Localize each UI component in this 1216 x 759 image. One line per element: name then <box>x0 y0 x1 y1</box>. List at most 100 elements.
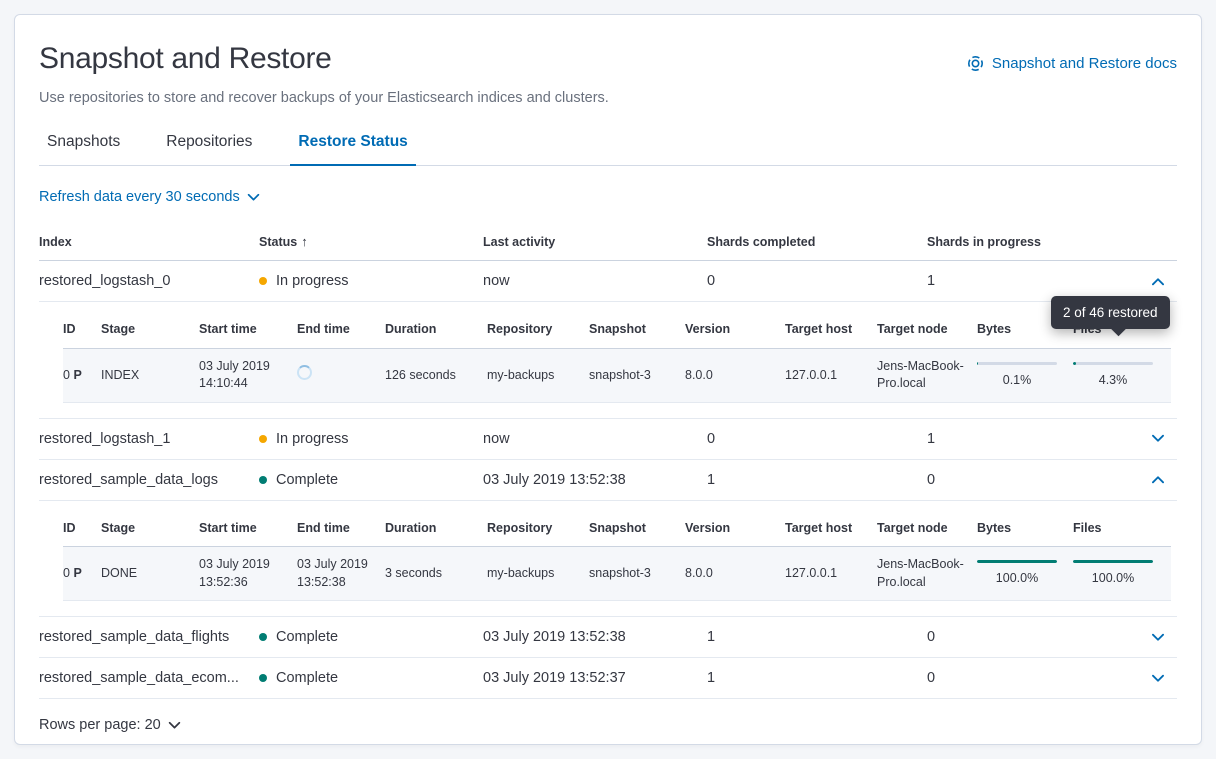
column-header-index: Index <box>39 234 72 249</box>
status-dot <box>259 674 267 683</box>
shard-target-node: Jens-MacBook-Pro.local <box>877 358 964 391</box>
table-row: restored_sample_data_logs Complete 03 Ju… <box>39 460 1177 501</box>
page-title: Snapshot and Restore <box>39 42 332 75</box>
column-header-shards-in-progress: Shards in progress <box>927 234 1041 249</box>
shard-col-duration: Duration <box>385 520 437 535</box>
shards-completed: 1 <box>707 629 716 646</box>
shard-col-end-time: End time <box>297 322 350 337</box>
shard-col-bytes: Bytes <box>977 520 1012 535</box>
rows-per-page-button[interactable]: Rows per page: 20 <box>39 717 181 733</box>
chevron-down-icon <box>168 721 181 730</box>
docs-link[interactable]: Snapshot and Restore docs <box>967 55 1177 72</box>
column-header-last-activity: Last activity <box>483 234 556 249</box>
status-label: In progress <box>276 273 349 290</box>
last-activity: 03 July 2019 13:52:38 <box>483 629 626 646</box>
shard-table-header: ID Stage Start time End time Duration Re… <box>63 316 1171 349</box>
progress-bar-track <box>977 361 1057 365</box>
shards-completed: 1 <box>707 471 716 488</box>
shard-col-target-node: Target node <box>877 322 948 337</box>
shard-repository: my-backups <box>487 566 555 581</box>
expand-row-button[interactable] <box>1145 665 1171 691</box>
shards-in-progress: 1 <box>927 430 936 447</box>
tab-repositories[interactable]: Repositories <box>166 133 253 151</box>
last-activity: now <box>483 273 510 290</box>
status-dot <box>259 633 267 642</box>
progress-bar-fill <box>1073 361 1077 365</box>
shard-col-bytes: Bytes <box>977 322 1012 337</box>
status-label: Complete <box>276 670 339 687</box>
shard-col-repository: Repository <box>487 520 553 535</box>
life-ring-icon <box>967 55 984 72</box>
shard-col-target-host: Target host <box>785 322 853 337</box>
shards-in-progress: 0 <box>927 629 936 646</box>
shard-id-value: 0 <box>63 367 70 382</box>
last-activity: 03 July 2019 13:52:37 <box>483 670 626 687</box>
table-row: restored_logstash_0 In progress now 0 1 <box>39 261 1177 303</box>
shard-duration: 126 seconds <box>385 367 456 382</box>
refresh-interval-label: Refresh data every 30 seconds <box>39 189 240 206</box>
shard-col-snapshot: Snapshot <box>589 520 646 535</box>
chevron-down-icon <box>1151 674 1165 683</box>
chevron-up-icon <box>1151 277 1165 286</box>
chevron-up-icon <box>1151 475 1165 484</box>
tab-restore-status[interactable]: Restore Status <box>290 133 416 167</box>
index-name: restored_sample_data_flights <box>39 629 230 646</box>
table-header: Index Status ↑ Last activity Shards compl… <box>39 225 1177 262</box>
table-row: restored_sample_data_flights Complete 03… <box>39 617 1177 659</box>
shard-col-snapshot: Snapshot <box>589 322 646 337</box>
files-progress: 100.0% <box>1073 560 1171 588</box>
shard-col-stage: Stage <box>101 322 136 337</box>
primary-shard-badge: P <box>73 566 82 581</box>
files-percent-label: 4.3% <box>1098 372 1128 387</box>
shard-col-id: ID <box>63 322 76 337</box>
last-activity: now <box>483 430 510 447</box>
loading-spinner-icon <box>297 365 312 381</box>
expand-row-button[interactable] <box>1145 426 1171 452</box>
shards-completed: 0 <box>707 430 716 447</box>
shard-stage: DONE <box>101 566 138 581</box>
shard-detail-row: 0 P INDEX 03 July 2019 14:10:44 126 seco… <box>63 348 1171 403</box>
shard-target-host: 127.0.0.1 <box>785 367 838 382</box>
shard-start-time: 03 July 2019 13:52:36 <box>199 557 270 589</box>
shard-col-target-node: Target node <box>877 520 948 535</box>
status-dot <box>259 475 267 484</box>
shard-col-repository: Repository <box>487 322 553 337</box>
shard-id: 0 P <box>63 565 101 583</box>
shard-end-time: 03 July 2019 13:52:38 <box>297 557 368 589</box>
chevron-down-icon <box>247 193 260 202</box>
files-progress: 4.3% <box>1073 361 1171 390</box>
files-percent-label: 100.0% <box>1091 571 1135 586</box>
page-header: Snapshot and Restore Snapshot and Restor… <box>39 41 1177 77</box>
tab-snapshots[interactable]: Snapshots <box>47 133 121 151</box>
status-dot <box>259 434 267 443</box>
shard-version: 8.0.0 <box>685 367 713 382</box>
progress-bar-fill <box>1073 560 1153 564</box>
shard-col-start-time: Start time <box>199 520 257 535</box>
shard-target-host: 127.0.0.1 <box>785 566 838 581</box>
tooltip-text: 2 of 46 restored <box>1063 305 1158 321</box>
chevron-down-icon <box>1151 633 1165 642</box>
status-cell: In progress <box>259 273 483 289</box>
collapse-row-button[interactable] <box>1145 268 1171 294</box>
status-dot <box>259 277 267 286</box>
page-subtitle: Use repositories to store and recover ba… <box>39 90 609 106</box>
status-cell: Complete <box>259 670 483 686</box>
column-header-status[interactable]: Status ↑ <box>259 234 483 249</box>
shard-table-header: ID Stage Start time End time Duration Re… <box>63 515 1171 548</box>
shard-col-version: Version <box>685 520 731 535</box>
expand-row-button[interactable] <box>1145 624 1171 650</box>
table-row: restored_logstash_1 In progress now 0 1 <box>39 419 1177 460</box>
restore-progress-tooltip: 2 of 46 restored <box>1051 296 1170 337</box>
status-label: Complete <box>276 471 339 488</box>
table-row: restored_sample_data_ecom... Complete 03… <box>39 658 1177 700</box>
index-name: restored_logstash_1 <box>39 430 171 447</box>
shards-in-progress: 0 <box>927 471 936 488</box>
shard-id: 0 P <box>63 367 101 385</box>
shard-col-stage: Stage <box>101 520 136 535</box>
collapse-row-button[interactable] <box>1145 467 1171 493</box>
tab-bar: Snapshots Repositories Restore Status <box>39 133 1177 167</box>
refresh-interval-button[interactable]: Refresh data every 30 seconds <box>39 189 260 205</box>
bytes-progress: 0.1% <box>977 361 1073 390</box>
shard-col-target-host: Target host <box>785 520 853 535</box>
shard-snapshot: snapshot-3 <box>589 367 651 382</box>
